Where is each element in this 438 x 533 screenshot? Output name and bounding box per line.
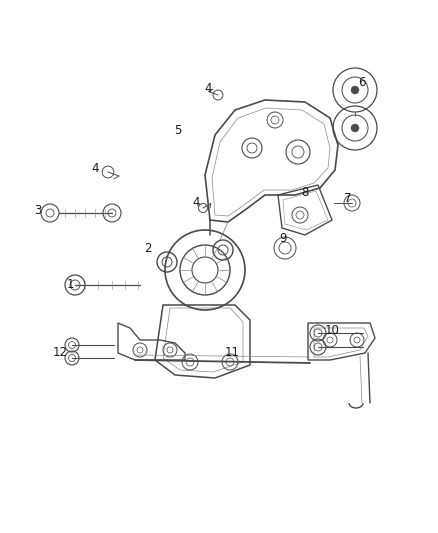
Text: 2: 2 (144, 241, 152, 254)
Text: 4: 4 (192, 196, 200, 208)
Text: 6: 6 (358, 76, 366, 88)
Text: 3: 3 (34, 204, 42, 216)
Text: 12: 12 (53, 345, 67, 359)
Circle shape (351, 124, 359, 132)
Text: 5: 5 (174, 124, 182, 136)
Text: 9: 9 (279, 231, 287, 245)
Text: 11: 11 (225, 345, 240, 359)
Text: 8: 8 (301, 187, 309, 199)
Circle shape (351, 86, 359, 94)
Text: 7: 7 (344, 191, 352, 205)
Text: 10: 10 (325, 324, 339, 336)
Text: 1: 1 (66, 279, 74, 292)
Text: 4: 4 (204, 82, 212, 94)
Text: 4: 4 (91, 161, 99, 174)
